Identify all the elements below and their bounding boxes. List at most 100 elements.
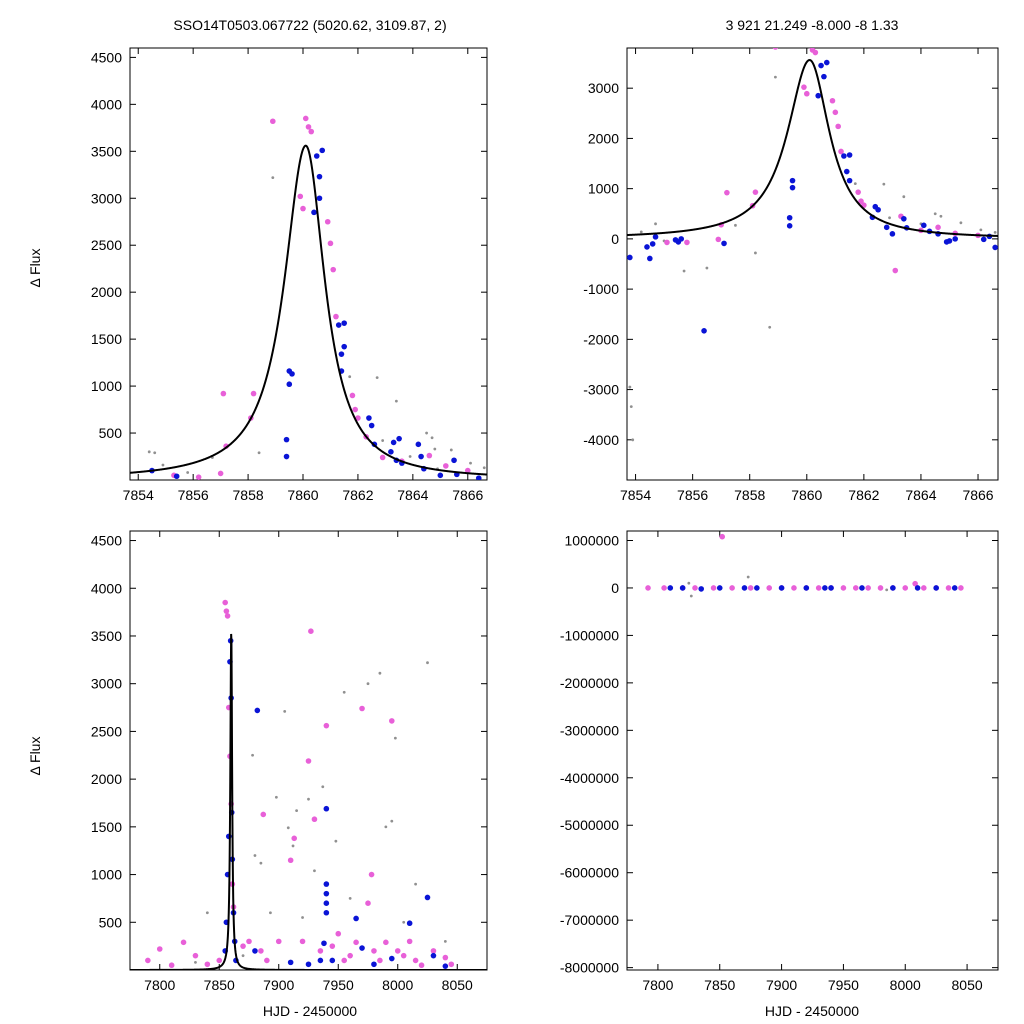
data-point-series-c (147, 450, 151, 454)
y-tick-label: -2000000 (560, 675, 619, 691)
data-point-series-c (313, 869, 316, 873)
data-point-series-a (451, 457, 457, 464)
x-tick-label: 8050 (442, 977, 473, 993)
data-point-series-a (678, 236, 685, 242)
data-point-series-a (437, 472, 444, 479)
data-point-series-b (443, 463, 449, 469)
y-tick-label: 4000 (91, 580, 122, 596)
data-point-series-a (173, 473, 180, 480)
data-point-series-c (257, 451, 261, 455)
y-tick-label: 3000 (91, 676, 122, 692)
data-point-series-c (443, 939, 447, 943)
data-point-series-a (741, 585, 748, 591)
data-point-series-c (251, 753, 254, 757)
data-point-series-a (311, 209, 317, 216)
x-tick-label: 7860 (791, 487, 822, 503)
data-point-series-b (308, 128, 315, 135)
data-point-series-b (661, 585, 667, 591)
data-point-series-c (390, 819, 394, 823)
data-point-series-a (946, 238, 953, 244)
data-point-series-a (359, 945, 365, 951)
data-point-series-a (406, 920, 413, 927)
data-point-series-a (822, 585, 828, 591)
data-point-series-a (952, 236, 958, 242)
data-point-series-a (786, 214, 793, 221)
panel-bottom-right: 7800 7850 7900 7950 8000 8050 -8000000 -7000000… (560, 530, 999, 993)
data-point-series-b (168, 962, 175, 969)
data-point-series-a (846, 177, 853, 184)
data-point-series-b (902, 585, 909, 591)
data-point-series-c (274, 795, 278, 799)
data-point-series-a (442, 963, 449, 969)
y-tick-label: -2000 (583, 331, 619, 347)
ylabel-bottom: Δ Flux (27, 737, 43, 776)
data-point-series-a (396, 435, 402, 442)
data-point-series-a (786, 223, 793, 229)
data-point-series-a (475, 475, 482, 480)
data-point-series-a (323, 909, 330, 916)
data-point-series-b (311, 816, 318, 823)
data-point-series-b (464, 467, 471, 474)
data-point-series-b (216, 957, 223, 964)
data-point-series-b (855, 189, 861, 195)
data-point-series-c (746, 575, 750, 579)
y-tick-label: 1000000 (564, 532, 619, 548)
data-point-series-c (321, 785, 325, 789)
y-tick-label: 3500 (91, 628, 122, 644)
y-tick-label: 3000 (91, 190, 122, 206)
data-point-series-c (402, 920, 406, 924)
data-point-series-a (252, 948, 258, 954)
data-point-series-c (375, 376, 379, 380)
data-point-series-b (829, 97, 836, 104)
data-point-series-c (888, 216, 891, 220)
data-point-series-b (747, 585, 754, 591)
data-point-series-a (323, 900, 330, 906)
data-point-series-b (324, 218, 331, 225)
data-point-series-a (821, 73, 827, 80)
data-point-series-a (815, 92, 822, 99)
x-tick-label: 7864 (397, 487, 428, 503)
data-point-series-c (366, 682, 370, 686)
chart-title-right: 3 921 21.249 -8.000 -8 1.33 (726, 17, 899, 33)
data-point-series-c (885, 588, 889, 592)
y-tick-label: -6000000 (560, 865, 619, 881)
data-point-series-a (701, 328, 707, 334)
data-point-series-a (828, 585, 834, 591)
data-point-series-c (205, 911, 209, 915)
y-tick-label: 2000 (91, 284, 122, 300)
data-point-series-b (858, 198, 864, 205)
data-point-series-a (846, 152, 853, 158)
x-tick-label: 7864 (905, 487, 936, 503)
data-point-series-b (299, 938, 306, 945)
data-point-series-b (935, 224, 941, 231)
data-point-series-c (433, 447, 437, 451)
data-point-series-a (424, 894, 431, 901)
data-point-series-c (933, 212, 937, 216)
x-tick-label: 7950 (323, 977, 354, 993)
data-point-series-b (317, 948, 324, 954)
data-point-series-b (250, 390, 257, 397)
data-point-series-c (449, 448, 453, 452)
x-tick-label: 7866 (452, 487, 483, 503)
data-point-series-b (379, 454, 386, 461)
data-point-series-c (993, 230, 997, 234)
data-point-series-a (371, 961, 377, 968)
y-tick-label: 1500 (91, 331, 122, 347)
data-point-series-b (877, 585, 884, 591)
y-tick-label: -4000000 (560, 770, 619, 786)
data-point-series-c (342, 690, 346, 694)
data-point-series-b (275, 938, 282, 945)
data-point-series-c (259, 861, 263, 865)
data-point-series-c (393, 736, 397, 740)
y-tick-label: 2500 (91, 237, 122, 253)
x-tick-label: 7900 (263, 977, 294, 993)
data-point-series-c (161, 463, 165, 467)
data-point-series-b (383, 939, 389, 946)
data-point-series-a (388, 449, 394, 455)
y-tick-label: 0 (611, 580, 619, 596)
x-tick-label: 7800 (642, 977, 673, 993)
data-point-series-a (914, 585, 921, 591)
data-point-series-c (295, 809, 298, 813)
data-point-series-a (644, 244, 650, 250)
data-point-series-c (283, 709, 287, 713)
